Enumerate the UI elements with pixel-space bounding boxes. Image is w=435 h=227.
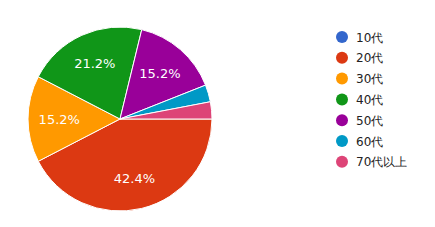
legend-label: 50代 — [356, 114, 383, 128]
legend-label: 70代以上 — [356, 155, 407, 169]
legend: 10代 20代 30代 40代 50代 60代 70代以上 — [336, 31, 407, 170]
data-label: 15.2% — [39, 112, 80, 127]
legend-swatch — [336, 52, 348, 64]
slices — [28, 27, 212, 211]
legend-swatch — [336, 156, 348, 168]
legend-swatch — [336, 93, 348, 105]
pie-slice — [120, 102, 212, 119]
data-label: 15.2% — [139, 66, 180, 81]
legend-swatch — [336, 73, 348, 85]
legend-label: 30代 — [356, 72, 383, 86]
legend-label: 10代 — [356, 31, 383, 45]
legend-label: 40代 — [356, 93, 383, 107]
legend-label: 20代 — [356, 51, 383, 65]
chart: 42.4% 15.2% 21.2% 15.2% 10代 20代 30代 40代 50代 60代 70… — [0, 0, 435, 227]
legend-swatch — [336, 135, 348, 147]
legend-swatch — [336, 114, 348, 126]
data-label: 21.2% — [74, 56, 115, 71]
legend-swatch — [336, 31, 348, 43]
legend-label: 60代 — [356, 135, 383, 149]
data-label: 42.4% — [114, 171, 155, 186]
data-labels: 42.4% 15.2% 21.2% 15.2% — [39, 56, 181, 185]
